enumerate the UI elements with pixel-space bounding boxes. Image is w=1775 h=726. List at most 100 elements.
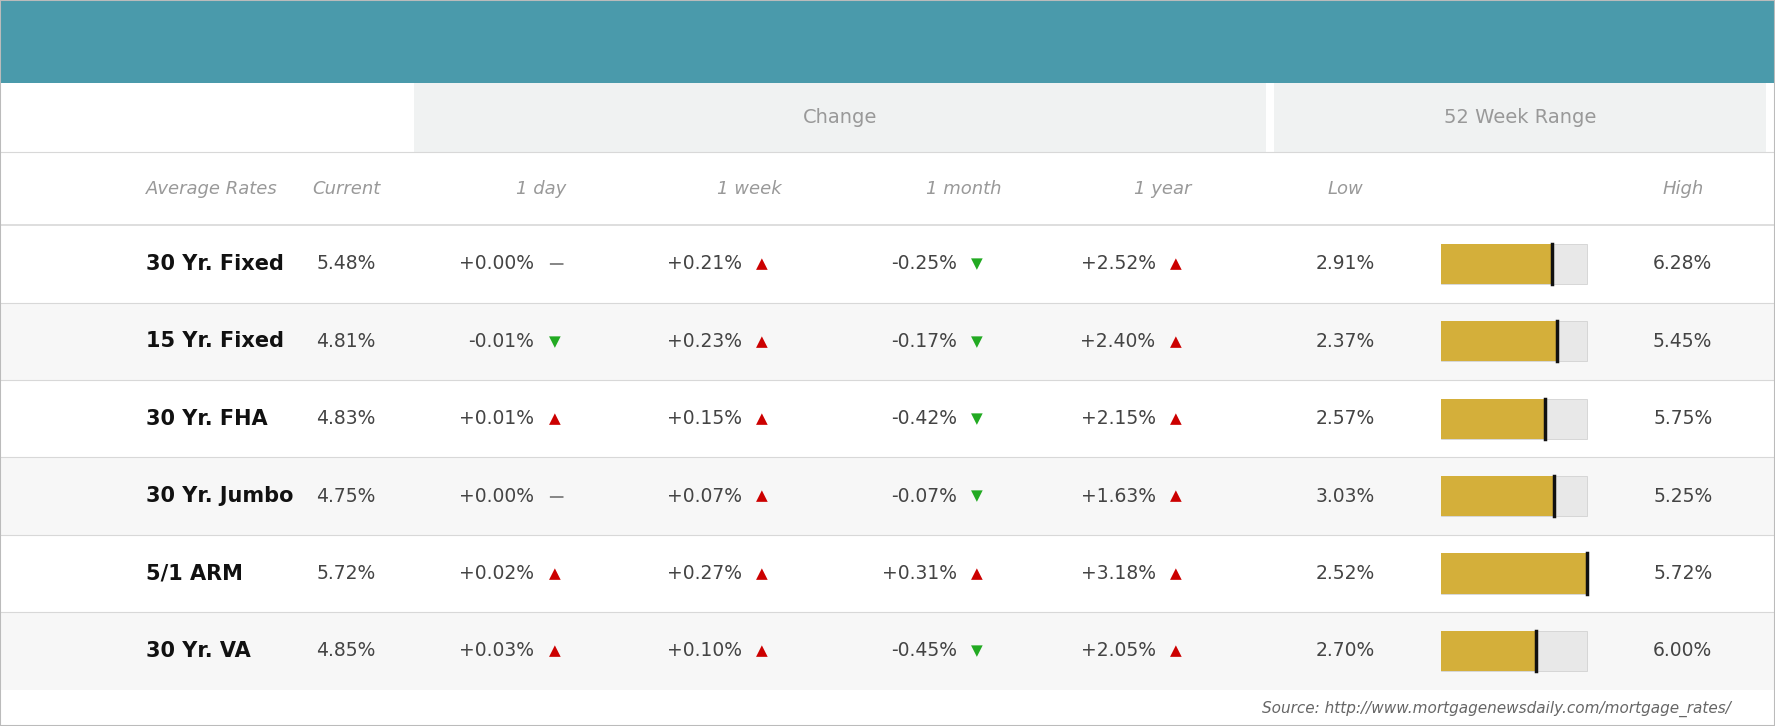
Text: +1.63%: +1.63% (1081, 486, 1156, 505)
Text: +0.15%: +0.15% (667, 409, 742, 428)
Text: ▲: ▲ (756, 411, 769, 426)
Text: —: — (548, 256, 564, 272)
Text: ▲: ▲ (971, 566, 983, 581)
Text: ▲: ▲ (1170, 334, 1182, 348)
Text: +0.21%: +0.21% (667, 254, 742, 273)
FancyBboxPatch shape (0, 612, 1775, 690)
FancyBboxPatch shape (0, 380, 1775, 457)
Text: +0.00%: +0.00% (460, 254, 534, 273)
Text: ▲: ▲ (1170, 411, 1182, 426)
Text: 3.03%: 3.03% (1315, 486, 1376, 505)
Text: 4.75%: 4.75% (316, 486, 376, 505)
Text: -0.17%: -0.17% (891, 332, 957, 351)
Text: ▼: ▼ (548, 334, 561, 348)
FancyBboxPatch shape (1441, 244, 1587, 284)
FancyBboxPatch shape (1441, 476, 1587, 516)
FancyBboxPatch shape (1441, 553, 1587, 594)
FancyBboxPatch shape (0, 225, 1775, 303)
Text: 5.72%: 5.72% (316, 564, 376, 583)
Text: 2.70%: 2.70% (1315, 642, 1376, 661)
Text: ▲: ▲ (756, 334, 769, 348)
FancyBboxPatch shape (1441, 244, 1553, 284)
Text: ▼: ▼ (971, 334, 983, 348)
FancyBboxPatch shape (0, 535, 1775, 612)
Text: Source: http://www.mortgagenewsdaily.com/mortgage_rates/: Source: http://www.mortgagenewsdaily.com… (1262, 701, 1731, 717)
FancyBboxPatch shape (414, 83, 1266, 152)
Text: 5/1 ARM: 5/1 ARM (146, 563, 243, 584)
Text: 1 month: 1 month (927, 180, 1001, 197)
Text: ▼: ▼ (971, 643, 983, 658)
Text: 5.75%: 5.75% (1653, 409, 1713, 428)
Text: 1 day: 1 day (517, 180, 566, 197)
Text: 6.28%: 6.28% (1653, 254, 1713, 273)
Text: ▲: ▲ (1170, 566, 1182, 581)
Text: ▲: ▲ (1170, 643, 1182, 658)
FancyBboxPatch shape (1441, 399, 1544, 439)
Text: —: — (548, 489, 564, 504)
Text: -0.07%: -0.07% (891, 486, 957, 505)
Text: +2.15%: +2.15% (1081, 409, 1156, 428)
Text: Low: Low (1328, 180, 1363, 197)
Text: +2.52%: +2.52% (1081, 254, 1156, 273)
Text: 4.85%: 4.85% (316, 642, 376, 661)
Text: +0.23%: +0.23% (667, 332, 742, 351)
Text: ▲: ▲ (756, 256, 769, 272)
Text: 2.91%: 2.91% (1315, 254, 1376, 273)
Text: ▲: ▲ (756, 566, 769, 581)
Text: ▲: ▲ (548, 643, 561, 658)
Text: ▲: ▲ (1170, 489, 1182, 504)
Text: -0.45%: -0.45% (891, 642, 957, 661)
Text: -0.01%: -0.01% (469, 332, 534, 351)
Text: 5.72%: 5.72% (1653, 564, 1713, 583)
Text: +0.02%: +0.02% (460, 564, 534, 583)
Text: 5.25%: 5.25% (1653, 486, 1713, 505)
Text: ▲: ▲ (756, 643, 769, 658)
FancyBboxPatch shape (1441, 321, 1587, 362)
Text: ▼: ▼ (971, 489, 983, 504)
Text: CHART: 52-WEEK AVERAGE MORTGAGE RATES: CHART: 52-WEEK AVERAGE MORTGAGE RATES (32, 26, 850, 57)
FancyBboxPatch shape (1274, 83, 1766, 152)
FancyBboxPatch shape (1441, 476, 1555, 516)
Text: -0.42%: -0.42% (891, 409, 957, 428)
FancyBboxPatch shape (1441, 321, 1557, 362)
Text: 6.00%: 6.00% (1653, 642, 1713, 661)
Text: -0.25%: -0.25% (891, 254, 957, 273)
Text: ▲: ▲ (1170, 256, 1182, 272)
Text: 30 Yr. Jumbo: 30 Yr. Jumbo (146, 486, 293, 506)
Text: 1 week: 1 week (717, 180, 781, 197)
Text: +0.31%: +0.31% (882, 564, 957, 583)
Text: 4.83%: 4.83% (316, 409, 376, 428)
Text: +2.05%: +2.05% (1081, 642, 1156, 661)
Text: 15 Yr. Fixed: 15 Yr. Fixed (146, 331, 284, 351)
Text: 2.57%: 2.57% (1315, 409, 1376, 428)
FancyBboxPatch shape (0, 0, 1775, 83)
Text: ▲: ▲ (548, 411, 561, 426)
FancyBboxPatch shape (0, 303, 1775, 380)
Text: +0.01%: +0.01% (460, 409, 534, 428)
FancyBboxPatch shape (1441, 553, 1587, 594)
Text: ▼: ▼ (971, 256, 983, 272)
Text: 2.52%: 2.52% (1315, 564, 1376, 583)
Text: ▲: ▲ (548, 566, 561, 581)
Text: 5.48%: 5.48% (316, 254, 376, 273)
FancyBboxPatch shape (0, 457, 1775, 535)
Text: 30 Yr. FHA: 30 Yr. FHA (146, 409, 268, 428)
Text: 2.37%: 2.37% (1315, 332, 1376, 351)
Text: ▲: ▲ (756, 489, 769, 504)
Text: +3.18%: +3.18% (1081, 564, 1156, 583)
Text: 4.81%: 4.81% (316, 332, 376, 351)
Text: 52 Week Range: 52 Week Range (1445, 108, 1596, 128)
Text: Current: Current (312, 180, 380, 197)
Text: Change: Change (802, 108, 877, 128)
FancyBboxPatch shape (1441, 399, 1587, 439)
Text: High: High (1661, 180, 1704, 197)
FancyBboxPatch shape (1441, 631, 1587, 671)
Text: ▼: ▼ (971, 411, 983, 426)
Text: +0.00%: +0.00% (460, 486, 534, 505)
Text: +0.07%: +0.07% (667, 486, 742, 505)
FancyBboxPatch shape (1441, 631, 1535, 671)
Text: +0.27%: +0.27% (667, 564, 742, 583)
Text: 5.45%: 5.45% (1653, 332, 1713, 351)
Text: 30 Yr. Fixed: 30 Yr. Fixed (146, 254, 284, 274)
Text: 1 year: 1 year (1134, 180, 1191, 197)
